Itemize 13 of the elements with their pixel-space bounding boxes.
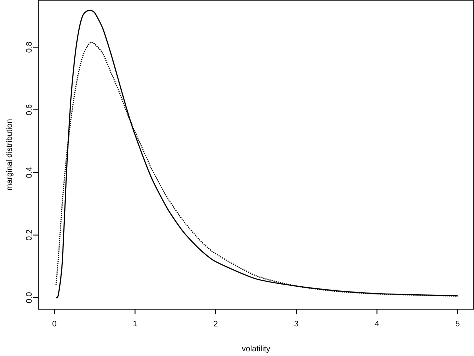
x-tick-label: 1	[134, 321, 138, 327]
y-axis-title: marginal distribution	[6, 120, 14, 190]
y-tick-label: 0.8	[26, 42, 32, 53]
y-tick-label: 0.2	[26, 230, 32, 241]
y-tick-label: 0.0	[26, 292, 32, 304]
x-tick-label: 4	[375, 321, 380, 327]
x-tick-label: 0	[52, 321, 57, 327]
y-tick-label: 0.4	[26, 167, 32, 178]
x-tick-label: 2	[214, 321, 218, 327]
y-tick-label: 0.6	[26, 104, 32, 116]
x-tick-label: 5	[456, 321, 460, 327]
x-axis-title: volatility	[242, 346, 270, 354]
x-tick-label: 3	[294, 321, 298, 327]
